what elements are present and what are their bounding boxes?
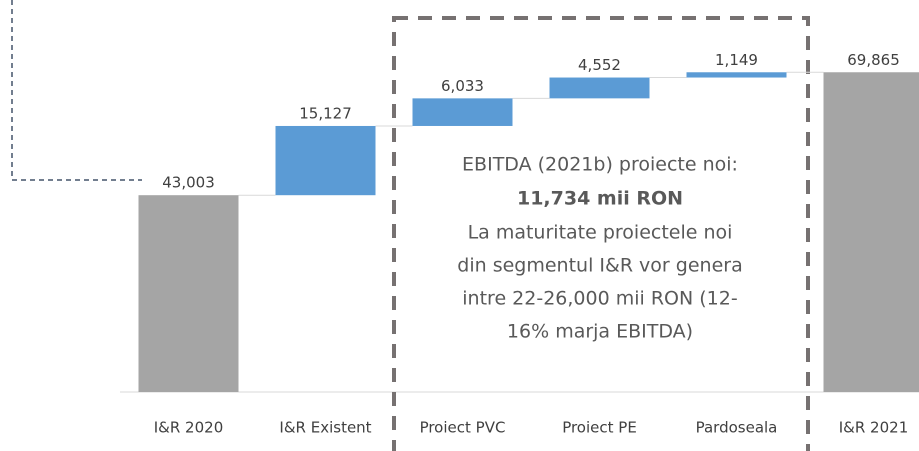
total-bar <box>138 195 239 392</box>
x-tick-label: I&R 2020 <box>154 419 224 437</box>
annotation-text: din segmentul I&R vor genera <box>457 255 742 277</box>
value-label: 4,552 <box>578 56 621 74</box>
callout-line <box>11 0 142 181</box>
annotation-text: 16% marja EBITDA) <box>507 321 693 343</box>
value-label: 43,003 <box>162 174 215 192</box>
annotation-text: La maturitate proiectele noi <box>468 222 733 244</box>
increase-bar <box>549 77 650 99</box>
value-label: 6,033 <box>441 77 484 95</box>
total-bar <box>823 72 919 392</box>
value-label: 1,149 <box>715 51 758 69</box>
x-tick-label: I&R Existent <box>279 419 371 437</box>
value-label: 69,865 <box>847 51 900 69</box>
increase-bar <box>412 98 513 126</box>
highlight-box <box>392 16 810 451</box>
annotation-text: EBITDA (2021b) proiecte noi: <box>462 154 738 176</box>
x-tick-label: Pardoseala <box>696 419 778 437</box>
x-tick-label: Proiect PVC <box>420 419 506 437</box>
increase-bar <box>275 125 376 196</box>
value-label: 15,127 <box>299 104 352 122</box>
increase-bar <box>686 72 787 78</box>
annotation-text: 11,734 mii RON <box>517 188 683 210</box>
x-tick-label: Proiect PE <box>562 419 637 437</box>
x-tick-label: I&R 2021 <box>839 419 909 437</box>
annotation-text: intre 22-26,000 mii RON (12- <box>462 288 737 310</box>
